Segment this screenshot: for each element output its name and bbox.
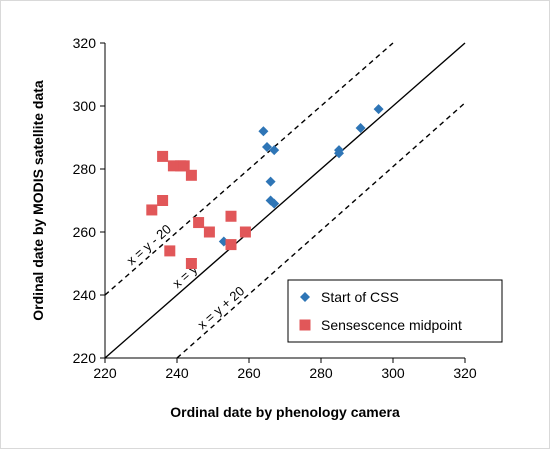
y-tick-label: 260 [73,224,97,240]
senescence-midpoint-point [185,169,197,181]
x-axis-ticks: 220 240 260 280 300 320 [93,358,477,381]
y-tick-label: 280 [73,161,97,177]
senescence-midpoint-point [225,210,237,222]
start-of-css-point [334,148,344,159]
y-tick-label: 240 [73,287,97,303]
y-tick-label: 220 [73,350,97,366]
senescence-midpoint-point [167,160,179,172]
legend-box [287,279,503,343]
reference-line [104,42,466,359]
x-tick-label: 240 [165,365,189,381]
senescence-midpoint-point [146,204,158,216]
senescence-midpoint-point [157,150,169,162]
senescence-midpoint-point [239,226,251,238]
y-tick-label: 300 [73,98,97,114]
senescence-midpoint-point [203,226,215,238]
y-axis-ticks: 220 240 260 280 300 320 [73,35,105,366]
x-axis-title: Ordinal date by phenology camera [170,404,400,420]
legend-label: Start of CSS [321,289,399,305]
legend-marker [299,319,311,331]
legend: Start of CSS Sensescence midpoint [287,279,503,343]
start-of-css-point [269,198,280,209]
y-axis-title: Ordinal date by MODIS satellite data [30,80,46,321]
senescence-midpoint-point [185,258,197,269]
start-of-css-point [355,123,366,134]
start-of-css-point [269,145,280,156]
data-points [146,104,384,269]
x-tick-label: 320 [453,365,477,381]
legend-label: Sensescence midpoint [321,317,462,333]
start-of-css-point [258,126,269,137]
x-tick-label: 280 [309,365,333,381]
reference-line-label: x = y - 20 [124,221,174,268]
reference-line [104,42,394,296]
legend-marker [300,292,310,302]
x-tick-label: 220 [93,365,117,381]
reference-line [176,102,466,359]
senescence-midpoint-point [193,217,205,229]
senescence-midpoint-point [164,245,176,257]
axes [104,43,465,359]
x-tick-label: 300 [381,365,405,381]
senescence-midpoint-point [157,195,169,206]
senescence-midpoint-point [178,160,190,172]
y-tick-label: 320 [73,35,97,51]
start-of-css-point [265,176,276,187]
start-of-css-point [373,104,384,115]
senescence-midpoint-point [225,239,237,251]
reference-line-label: x = y + 20 [194,283,247,332]
x-tick-label: 260 [237,365,261,381]
start-of-css-point [262,141,272,152]
